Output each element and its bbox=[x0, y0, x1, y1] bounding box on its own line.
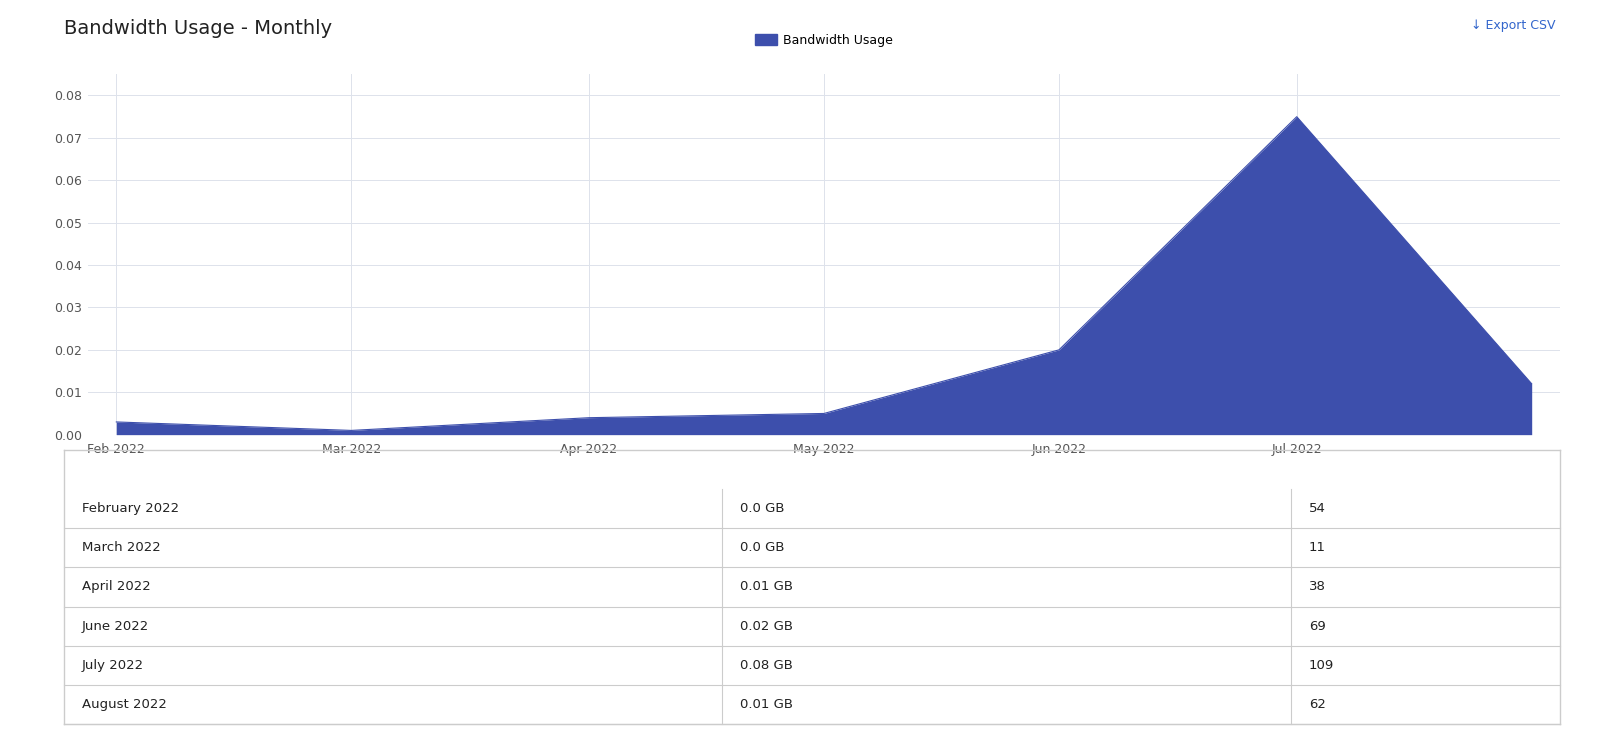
Text: 0.01 GB: 0.01 GB bbox=[741, 698, 794, 711]
Text: February 2022: February 2022 bbox=[82, 502, 179, 515]
Text: Bandwidth Usage - Monthly: Bandwidth Usage - Monthly bbox=[64, 19, 333, 38]
Text: March 2022: March 2022 bbox=[82, 541, 160, 554]
Text: 11: 11 bbox=[1309, 541, 1326, 554]
Text: 69: 69 bbox=[1309, 620, 1325, 633]
Text: 62: 62 bbox=[1309, 698, 1325, 711]
Text: 54: 54 bbox=[1309, 502, 1325, 515]
Text: Bandwidth GB: Bandwidth GB bbox=[741, 462, 851, 476]
Text: ↓ Export CSV: ↓ Export CSV bbox=[1470, 19, 1555, 31]
Text: 0.0 GB: 0.0 GB bbox=[741, 541, 784, 554]
Text: 38: 38 bbox=[1309, 580, 1325, 594]
Legend: Bandwidth Usage: Bandwidth Usage bbox=[755, 33, 893, 47]
Text: June 2022: June 2022 bbox=[82, 620, 149, 633]
Text: August 2022: August 2022 bbox=[82, 698, 166, 711]
Text: April 2022: April 2022 bbox=[82, 580, 150, 594]
Text: July 2022: July 2022 bbox=[82, 659, 144, 672]
Text: 109: 109 bbox=[1309, 659, 1334, 672]
Text: 0.01 GB: 0.01 GB bbox=[741, 580, 794, 594]
Text: Hits: Hits bbox=[1309, 462, 1339, 476]
Text: 0.02 GB: 0.02 GB bbox=[741, 620, 794, 633]
Text: Month: Month bbox=[82, 462, 131, 476]
Text: 0.0 GB: 0.0 GB bbox=[741, 502, 784, 515]
Text: 0.08 GB: 0.08 GB bbox=[741, 659, 794, 672]
